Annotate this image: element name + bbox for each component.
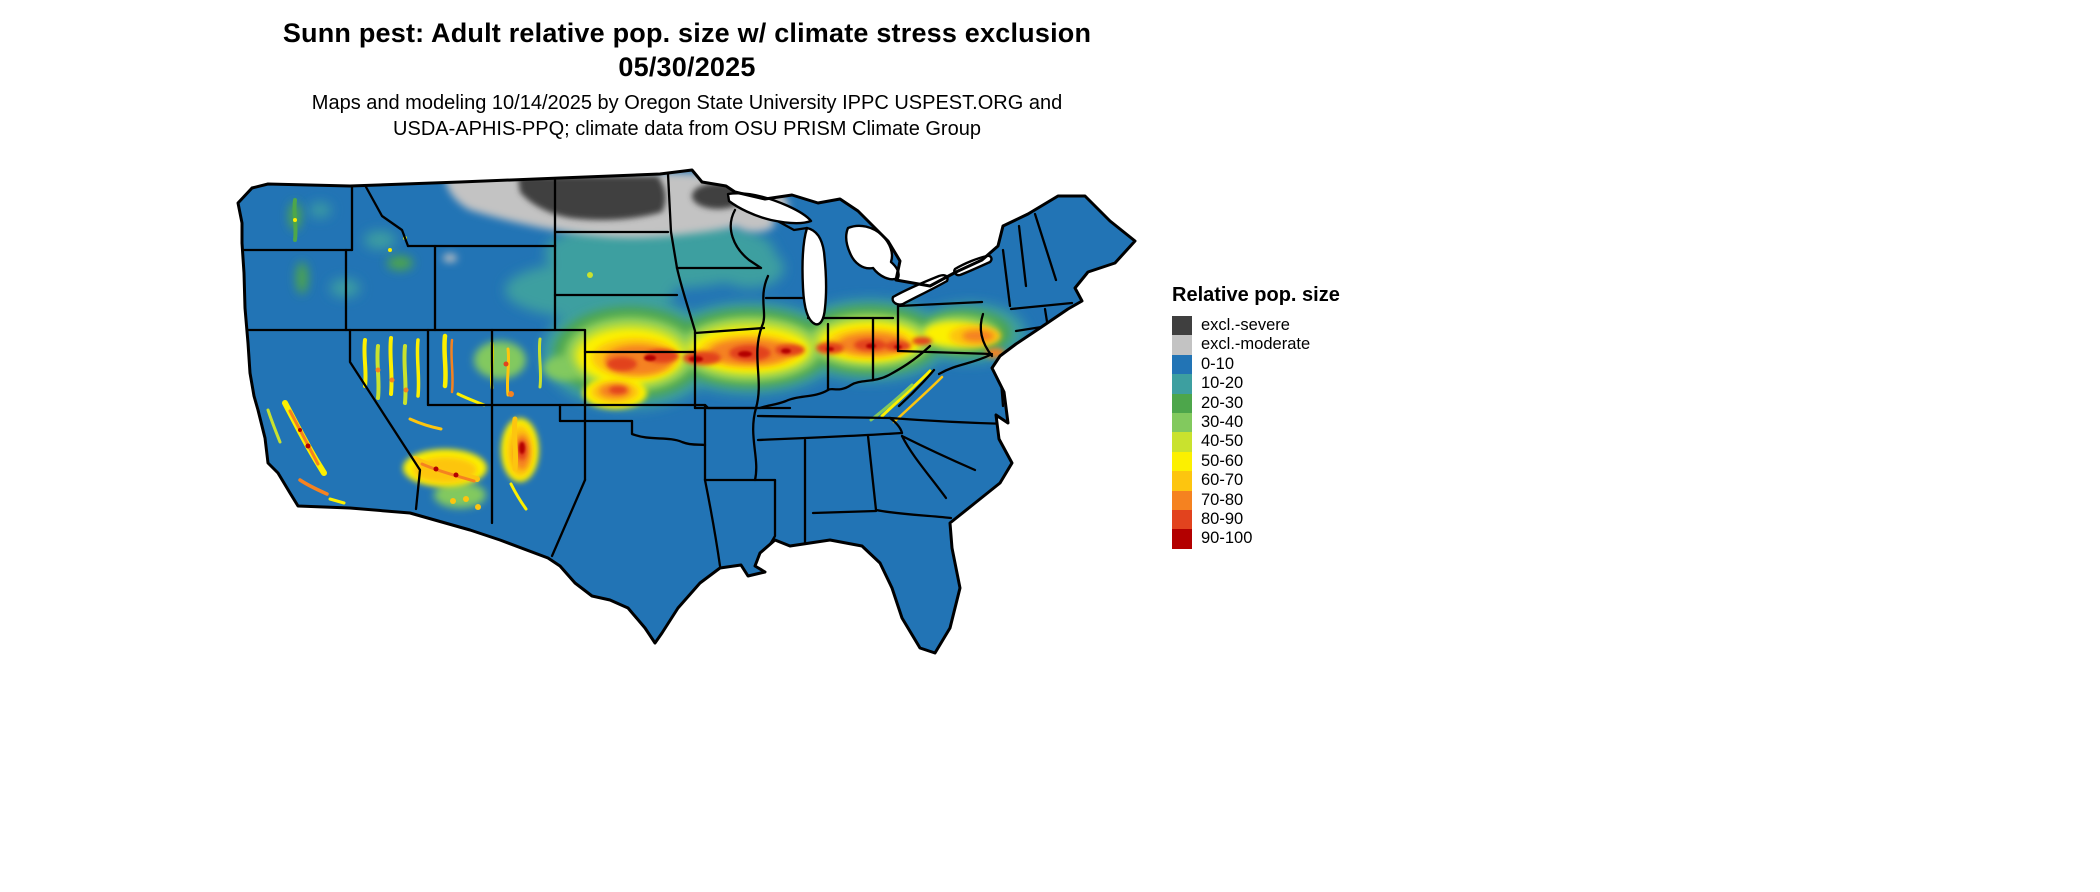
figure-title-line1: Sunn pest: Adult relative pop. size w/ c… — [282, 18, 1092, 48]
legend-swatch — [1172, 432, 1192, 452]
legend-item: 20-30 — [1172, 393, 1340, 413]
legend-item-label: 60-70 — [1201, 471, 1244, 490]
legend-item: 30-40 — [1172, 412, 1340, 433]
legend-item: excl.-severe — [1172, 316, 1340, 336]
legend-item-label: excl.-moderate — [1201, 335, 1311, 354]
legend-swatch — [1172, 316, 1192, 336]
legend-item: 0-10 — [1172, 354, 1340, 375]
figure-title-line2: 05/30/2025 — [618, 52, 756, 82]
legend-item: 60-70 — [1172, 471, 1340, 491]
legend-item-label: excl.-severe — [1201, 316, 1290, 334]
legend-swatch — [1172, 335, 1192, 355]
legend-item-label: 40-50 — [1201, 432, 1244, 451]
legend-item-label: 70-80 — [1201, 490, 1244, 509]
legend-swatch — [1172, 354, 1192, 375]
lake-michigan — [801, 226, 828, 326]
legend-item-label: 90-100 — [1201, 529, 1253, 548]
legend-swatch — [1172, 529, 1192, 549]
legend-item: 90-100 — [1172, 529, 1340, 549]
legend-item: 10-20 — [1172, 374, 1340, 394]
western-hotspot-dots — [293, 218, 593, 510]
legend: Relative pop. size excl.-severe excl.-mod… — [1172, 284, 1340, 549]
legend-item-label: 0-10 — [1201, 354, 1235, 373]
legend-swatch — [1172, 374, 1192, 394]
legend-item-label: 10-20 — [1201, 374, 1244, 393]
legend-item-label: 80-90 — [1201, 509, 1244, 528]
lake-superior — [726, 192, 813, 225]
legend-item: 40-50 — [1172, 432, 1340, 452]
legend-swatch — [1172, 490, 1192, 510]
us-choropleth-map — [230, 168, 1140, 660]
legend-swatch — [1172, 393, 1192, 413]
legend-swatch — [1172, 471, 1192, 491]
figure-subtitle-line1: Maps and modeling 10/14/2025 by Oregon S… — [311, 92, 1063, 114]
legend-title: Relative pop. size — [1172, 284, 1340, 306]
legend-swatch — [1172, 412, 1192, 433]
legend-item-label: 50-60 — [1201, 451, 1244, 470]
legend-items: excl.-severe excl.-moderate 0-10 10-20 20-30… — [1172, 316, 1340, 549]
legend-item: 50-60 — [1172, 451, 1340, 472]
us-outline — [236, 168, 1137, 655]
legend-item-label: 20-30 — [1201, 393, 1244, 412]
legend-item-label: 30-40 — [1201, 412, 1244, 431]
figure-subtitle-line2: USDA-APHIS-PPQ; climate data from OSU PR… — [393, 118, 981, 140]
us-map-svg — [236, 168, 1137, 655]
legend-item: 70-80 — [1172, 490, 1340, 510]
legend-item: 80-90 — [1172, 509, 1340, 530]
legend-swatch — [1172, 509, 1192, 530]
legend-swatch — [1172, 451, 1192, 472]
legend-item: excl.-moderate — [1172, 335, 1340, 355]
